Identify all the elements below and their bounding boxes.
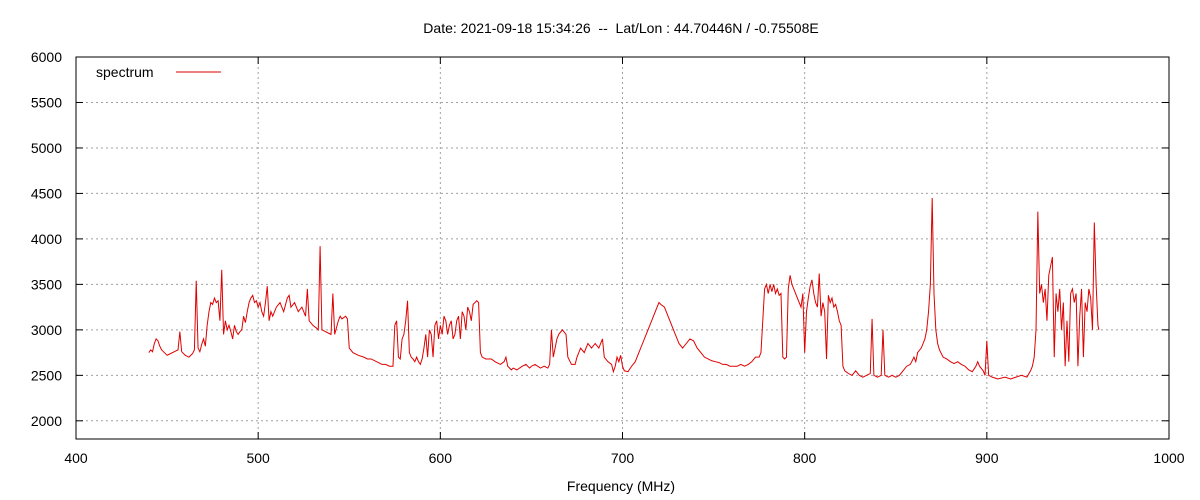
x-tick-label: 800 [793, 450, 817, 466]
y-tick-label: 6000 [31, 49, 62, 65]
y-tick-label: 2000 [31, 413, 62, 429]
y-tick-label: 2500 [31, 367, 62, 383]
x-tick-label: 1000 [1153, 450, 1184, 466]
y-tick-label: 5000 [31, 140, 62, 156]
spectrum-series-line [148, 197, 1100, 380]
y-tick-label: 5500 [31, 94, 62, 110]
grid [76, 57, 1169, 439]
legend: spectrum [96, 64, 221, 80]
y-tick-label: 4500 [31, 185, 62, 201]
x-tick-label: 900 [975, 450, 999, 466]
y-tick-label: 4000 [31, 231, 62, 247]
x-axis-label: Frequency (MHz) [567, 478, 675, 494]
y-tick-label: 3000 [31, 322, 62, 338]
x-tick-label: 600 [429, 450, 453, 466]
x-tick-label: 400 [64, 450, 88, 466]
legend-entry-spectrum: spectrum [96, 64, 154, 80]
chart-title: Date: 2021-09-18 15:34:26 -- Lat/Lon : 4… [423, 20, 818, 36]
y-tick-label: 3500 [31, 276, 62, 292]
series-layer [148, 197, 1100, 380]
axis-ticks: 400 500 600 700 800 900 1000 2000 2500 3000 3500 40… [31, 49, 1185, 466]
x-tick-label: 700 [611, 450, 635, 466]
x-tick-label: 500 [246, 450, 270, 466]
